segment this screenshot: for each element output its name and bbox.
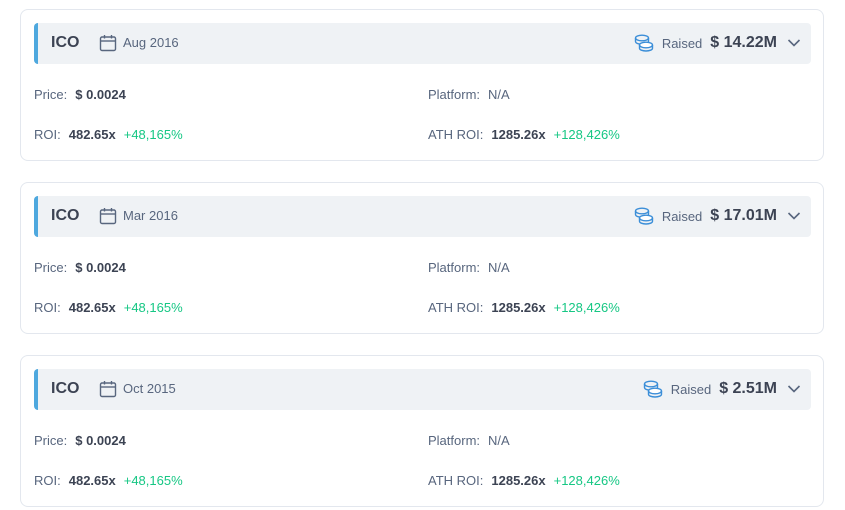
roi-label: ROI:: [34, 127, 61, 142]
roi-row: ROI: 482.65x +48,165%: [34, 473, 183, 488]
calendar-icon: [99, 208, 117, 225]
price-label: Price:: [34, 260, 68, 275]
price-value: $ 0.0024: [75, 87, 126, 102]
raised-value: $ 2.51M: [719, 380, 777, 397]
funding-round-card: ICO Aug 2016 Raised $ 14.22M Price: $ 0.…: [20, 9, 824, 161]
ath-roi-value: 1285.26x: [491, 473, 546, 488]
ath-roi-change: +128,426%: [553, 473, 620, 488]
roi-row: ROI: 482.65x +48,165%: [34, 300, 183, 315]
raised-value: $ 14.22M: [710, 34, 777, 51]
round-date: Aug 2016: [123, 35, 179, 50]
chevron-down-icon[interactable]: [787, 38, 801, 48]
platform-value: N/A: [488, 260, 510, 275]
price-row: Price: $ 0.0024: [34, 87, 126, 102]
price-value: $ 0.0024: [75, 260, 126, 275]
ath-roi-value: 1285.26x: [491, 300, 546, 315]
platform-label: Platform:: [428, 433, 481, 448]
roi-label: ROI:: [34, 300, 61, 315]
round-type: ICO: [51, 380, 80, 397]
ath-roi-label: ATH ROI:: [428, 127, 484, 142]
roi-change: +48,165%: [123, 300, 183, 315]
roi-value: 482.65x: [68, 127, 116, 142]
raised-summary: Raised $ 17.01M: [634, 205, 801, 227]
coins-icon: [634, 207, 654, 225]
round-type: ICO: [51, 207, 80, 224]
roi-change: +48,165%: [123, 127, 183, 142]
price-row: Price: $ 0.0024: [34, 260, 126, 275]
ath-roi-change: +128,426%: [553, 127, 620, 142]
platform-row: Platform: N/A: [428, 87, 510, 102]
price-label: Price:: [34, 433, 68, 448]
ath-roi-row: ATH ROI: 1285.26x +128,426%: [428, 300, 620, 315]
funding-round-card: ICO Mar 2016 Raised $ 17.01M Price: $ 0.…: [20, 182, 824, 334]
raised-summary: Raised $ 14.22M: [634, 32, 801, 54]
platform-label: Platform:: [428, 87, 481, 102]
price-value: $ 0.0024: [75, 433, 126, 448]
platform-row: Platform: N/A: [428, 260, 510, 275]
funding-round-card: ICO Oct 2015 Raised $ 2.51M Price: $ 0.0…: [20, 355, 824, 507]
coins-icon: [634, 34, 654, 52]
roi-change: +48,165%: [123, 473, 183, 488]
price-row: Price: $ 0.0024: [34, 433, 126, 448]
ath-roi-row: ATH ROI: 1285.26x +128,426%: [428, 473, 620, 488]
calendar-icon: [99, 381, 117, 398]
round-header[interactable]: ICO Mar 2016 Raised $ 17.01M: [34, 196, 811, 237]
roi-row: ROI: 482.65x +48,165%: [34, 127, 183, 142]
coins-icon: [643, 380, 662, 398]
raised-label: Raised: [661, 35, 703, 51]
round-header[interactable]: ICO Oct 2015 Raised $ 2.51M: [34, 369, 811, 410]
calendar-icon: [99, 35, 117, 52]
platform-label: Platform:: [428, 260, 481, 275]
raised-summary: Raised $ 2.51M: [643, 378, 801, 400]
round-date: Mar 2016: [123, 208, 178, 223]
round-header[interactable]: ICO Aug 2016 Raised $ 14.22M: [34, 23, 811, 64]
roi-value: 482.65x: [68, 300, 116, 315]
platform-row: Platform: N/A: [428, 433, 510, 448]
raised-value: $ 17.01M: [710, 207, 777, 224]
raised-label: Raised: [661, 208, 703, 224]
roi-label: ROI:: [34, 473, 61, 488]
platform-value: N/A: [488, 433, 510, 448]
ath-roi-row: ATH ROI: 1285.26x +128,426%: [428, 127, 620, 142]
ath-roi-label: ATH ROI:: [428, 300, 484, 315]
ath-roi-value: 1285.26x: [491, 127, 546, 142]
price-label: Price:: [34, 87, 68, 102]
chevron-down-icon[interactable]: [787, 384, 801, 394]
ath-roi-change: +128,426%: [553, 300, 620, 315]
platform-value: N/A: [488, 87, 510, 102]
roi-value: 482.65x: [68, 473, 116, 488]
chevron-down-icon[interactable]: [787, 211, 801, 221]
round-type: ICO: [51, 34, 80, 51]
round-date: Oct 2015: [123, 381, 176, 396]
raised-label: Raised: [670, 381, 712, 397]
ath-roi-label: ATH ROI:: [428, 473, 484, 488]
